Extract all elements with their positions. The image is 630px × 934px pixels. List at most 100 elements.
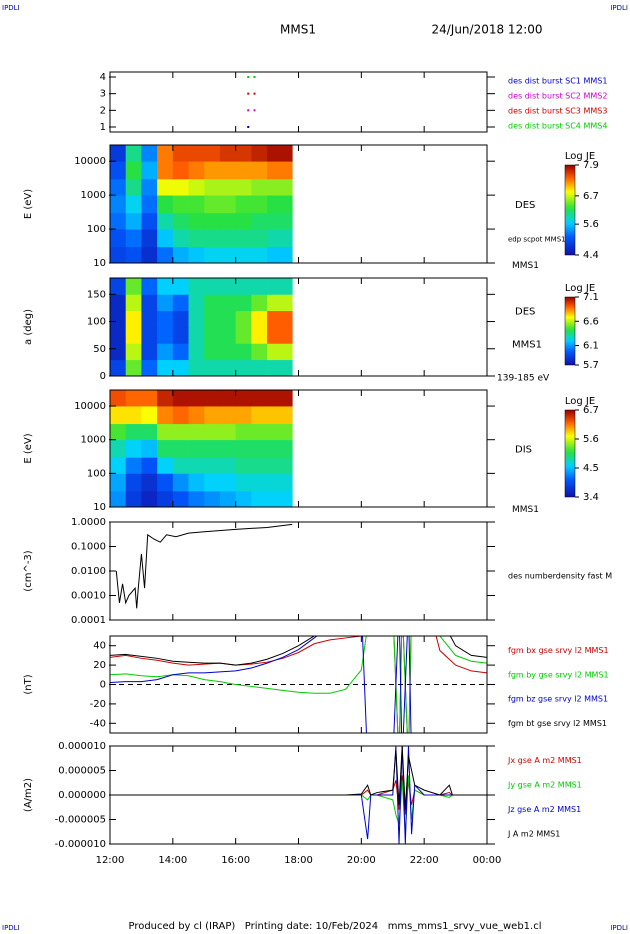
spectrogram-cell [267,178,293,196]
spectrogram-cell [204,161,221,180]
legend-entry: fgm bx gse srvy l2 MMS1 [508,646,609,655]
y-tick-label: 10000 [74,401,106,412]
spectrogram-cell [172,439,189,458]
spectrogram-cell [172,327,189,344]
spectrogram-cell [110,310,127,328]
spectrogram-cell [204,178,221,196]
spectrogram-cell [251,457,268,474]
y-tick-label: 100 [87,224,106,235]
spectrogram-cell [110,246,127,263]
spectrogram-cell [267,145,293,162]
panel-label: MMS1 [512,340,542,351]
spectrogram-cell [172,423,189,441]
spectrogram-cell [251,246,268,263]
y-tick-label: 0.0010 [71,591,106,602]
spectrogram-cell [219,246,237,263]
colorbar-tick-label: 6.6 [583,316,599,327]
y-tick-label: 20 [93,660,106,671]
y-tick-label: 10000 [74,156,106,167]
spectrogram-cell [188,178,205,196]
spectrogram-cell [204,246,221,263]
spectrogram-cell [125,327,142,344]
spectrogram-cell [125,246,142,263]
panel-label: DES [515,306,535,317]
y-tick-label: -0.000010 [55,839,106,850]
corner-label: IPDLI [2,924,20,932]
spectrogram-cell [188,343,205,361]
panel-frame [109,635,488,734]
spectrogram-cell [141,178,158,196]
spectrogram-cell [219,212,237,230]
spectrogram-cell [157,195,174,214]
panel-content [110,145,293,263]
spectrogram-cell [251,473,268,492]
spectrogram-cell [251,310,268,328]
y-tick-label: 0.000000 [58,790,106,801]
spectrogram-cell [251,406,268,425]
spectrogram-cell [219,278,237,295]
spectrogram-cell [188,359,205,376]
y-tick-label: 100 [87,468,106,479]
spectrogram-cell [110,278,127,295]
x-tick-label: 12:00 [96,855,125,866]
spectrogram-cell [125,278,142,295]
spectrogram-cell [141,229,158,248]
spectrogram-cell [141,212,158,230]
series-line [110,636,487,733]
colorbar [564,296,576,366]
spectrogram-cell [110,327,127,344]
colorbar-title: Log JE [565,151,595,162]
spectrogram-cell [188,439,205,458]
point [247,109,250,112]
spectrogram-cell [157,359,174,376]
point [253,109,256,112]
y-tick-label: 0 [100,680,106,691]
x-tick-label: 14:00 [158,855,187,866]
spectrogram-cell [157,327,174,344]
spectrogram-cell [157,212,174,230]
spectrogram-cell [141,246,158,263]
spectrogram-cell [204,406,221,425]
spectrogram-cell [125,178,142,196]
spectrogram-cell [251,327,268,344]
spectrogram-cell [251,278,268,295]
spectrogram-cell [188,327,205,344]
y-tick-label: 0.1000 [71,542,106,553]
panel-label: MMS1 [512,261,539,271]
spectrogram-cell [219,490,237,507]
spectrogram-cell [172,161,189,180]
spectrogram-cell [251,145,268,162]
x-tick-label: 00:00 [473,855,502,866]
point [247,76,250,78]
y-tick-label: -40 [90,718,106,729]
spectrogram-cell [235,390,252,407]
spectrogram-cell [125,145,142,162]
spectrogram-cell [110,473,127,492]
spectrogram-cell [251,343,268,361]
colorbar-tick-label: 6.1 [583,341,599,352]
legend-entry: fgm bt gse srvy l2 MMS1 [508,719,607,728]
spectrogram-cell [251,359,268,376]
point [253,76,256,78]
spectrogram-cell [125,310,142,328]
spectrogram-cell [235,212,252,230]
spectrogram-cell [251,423,268,441]
spectrogram-cell [141,343,158,361]
spectrogram-cell [267,390,293,407]
spectrogram-cell [125,195,142,214]
colorbar-tick-label: 6.7 [583,191,599,202]
spectrogram-cell [204,343,221,361]
spectrogram-cell [125,229,142,248]
spectrogram-cell [235,195,252,214]
spectrogram-cell [251,195,268,214]
spectrogram-cell [172,457,189,474]
panel-label: edp scpot MMS1 [508,235,566,243]
x-tick-label: 18:00 [284,855,313,866]
spectrogram-cell [204,473,221,492]
spectrogram-cell [251,161,268,180]
spectrogram-cell [219,178,237,196]
spectrogram-cell [110,195,127,214]
panel-label: MMS1 [512,505,539,515]
spectrogram-cell [188,406,205,425]
spectrogram-cell [110,212,127,230]
